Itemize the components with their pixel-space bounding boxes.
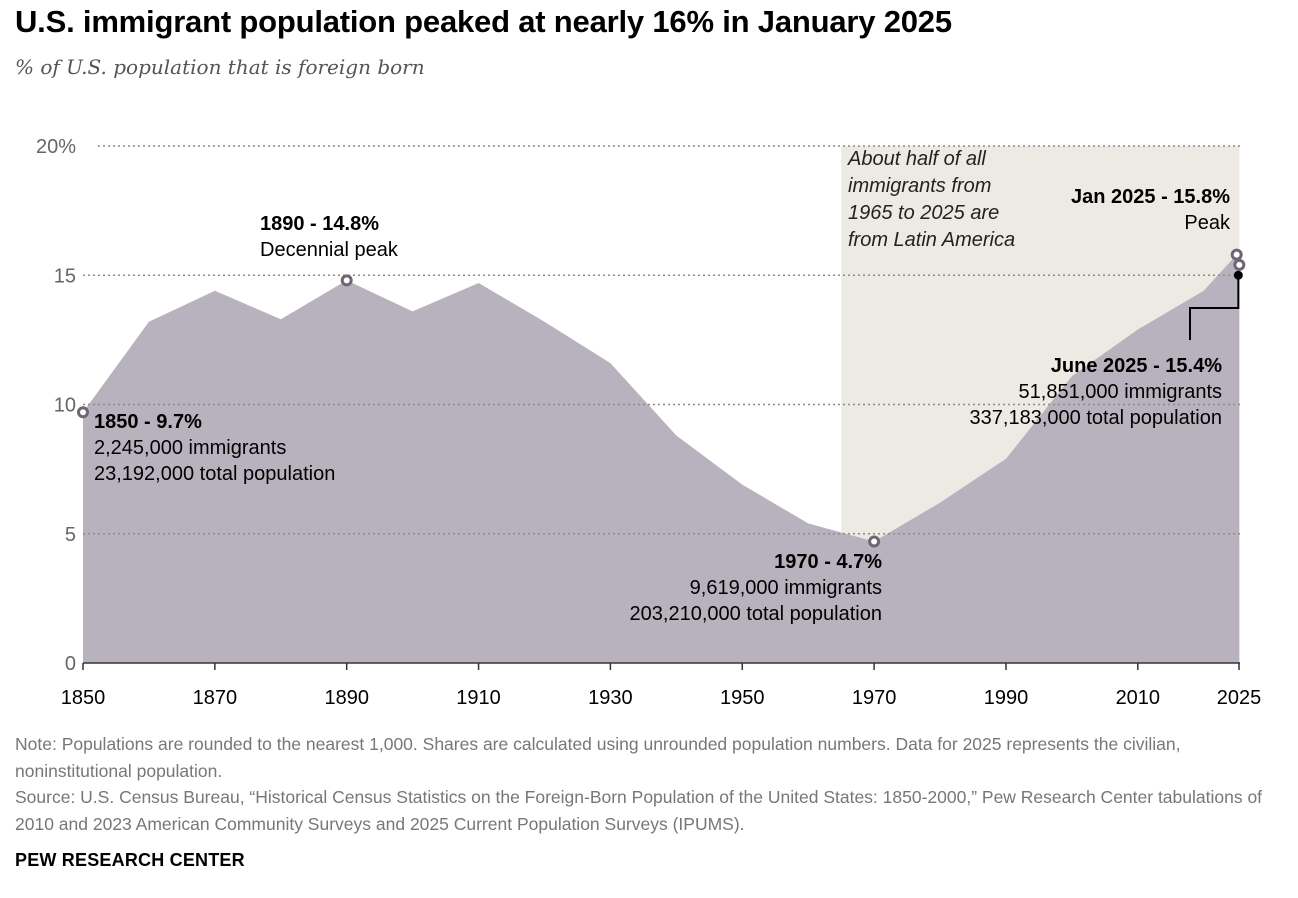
x-tick-label: 1950 — [720, 687, 765, 709]
x-tick-label: 1990 — [984, 687, 1029, 709]
annotation-immigrants: 9,619,000 immigrants — [689, 577, 882, 599]
annotation-label: 1850 - 9.7% — [94, 411, 202, 433]
latin-america-note-line: from Latin America — [848, 229, 1016, 251]
x-tick-label: 1890 — [324, 687, 369, 709]
annotation-label: Jan 2025 - 15.8% — [1071, 186, 1230, 208]
june-2025-dot — [1233, 270, 1243, 280]
annotation-june-2025: June 2025 - 15.4% 51,851,000 immigrants … — [970, 353, 1222, 431]
annotation-population: 203,210,000 total population — [629, 603, 882, 625]
latin-america-note: About half of all immigrants from 1965 t… — [848, 146, 1015, 254]
chart-subtitle: % of U.S. population that is foreign bor… — [15, 55, 425, 79]
marker-1970 — [868, 535, 881, 548]
x-tick-label: 2010 — [1116, 687, 1161, 709]
latin-america-note-line: 1965 to 2025 are — [848, 202, 1000, 224]
annotation-jan-2025: Jan 2025 - 15.8% Peak — [1071, 184, 1230, 236]
marker-june-2025 — [1233, 258, 1246, 271]
annotation-label: 1970 - 4.7% — [774, 551, 882, 573]
annotation-1970: 1970 - 4.7% 9,619,000 immigrants 203,210… — [630, 549, 882, 627]
annotation-label: June 2025 - 15.4% — [1050, 355, 1222, 377]
annotation-label: 1890 - 14.8% — [260, 213, 379, 235]
x-tick-label: 1910 — [456, 687, 501, 709]
pew-logo: PEW RESEARCH CENTER — [15, 850, 245, 870]
y-tick-label: 0 — [65, 653, 76, 675]
y-tick-label: 15 — [54, 265, 76, 287]
annotation-immigrants: 2,245,000 immigrants — [94, 437, 287, 459]
notes-block: Note: Populations are rounded to the nea… — [15, 731, 1285, 837]
source-text: Source: U.S. Census Bureau, “Historical … — [15, 787, 1263, 834]
marker-jan-2025 — [1230, 248, 1243, 261]
marker-1890 — [340, 274, 353, 287]
annotation-1850: 1850 - 9.7% 2,245,000 immigrants 23,192,… — [94, 409, 335, 487]
x-tick-label: 2025 — [1217, 687, 1262, 709]
x-tick-label: 1970 — [852, 687, 897, 709]
y-tick-label: 20% — [36, 136, 76, 158]
marker-1850 — [77, 406, 89, 419]
area-series — [83, 254, 1240, 663]
x-tick-label: 1850 — [61, 687, 106, 709]
annotation-immigrants: 51,851,000 immigrants — [1018, 381, 1222, 403]
latin-america-note-line: immigrants from — [848, 175, 992, 197]
y-tick-label: 5 — [65, 524, 76, 546]
annotation-1890: 1890 - 14.8% Decennial peak — [260, 211, 398, 263]
area-chart: 0 5 10 15 20% 1850 1870 1890 1910 1930 1950 1970 199… — [36, 136, 1262, 709]
annotation-population: 23,192,000 total population — [94, 463, 336, 485]
x-tick-label: 1870 — [193, 687, 238, 709]
annotation-note: Peak — [1184, 212, 1230, 234]
x-tick-label: 1930 — [588, 687, 633, 709]
chart-title: U.S. immigrant population peaked at near… — [15, 4, 952, 39]
annotation-population: 337,183,000 total population — [969, 407, 1222, 429]
note-text: Note: Populations are rounded to the nea… — [15, 734, 1181, 781]
y-tick-label: 10 — [54, 395, 76, 417]
latin-america-note-line: About half of all — [848, 148, 986, 170]
june-2025-leader-line — [1189, 275, 1240, 340]
annotation-note: Decennial peak — [260, 239, 398, 261]
